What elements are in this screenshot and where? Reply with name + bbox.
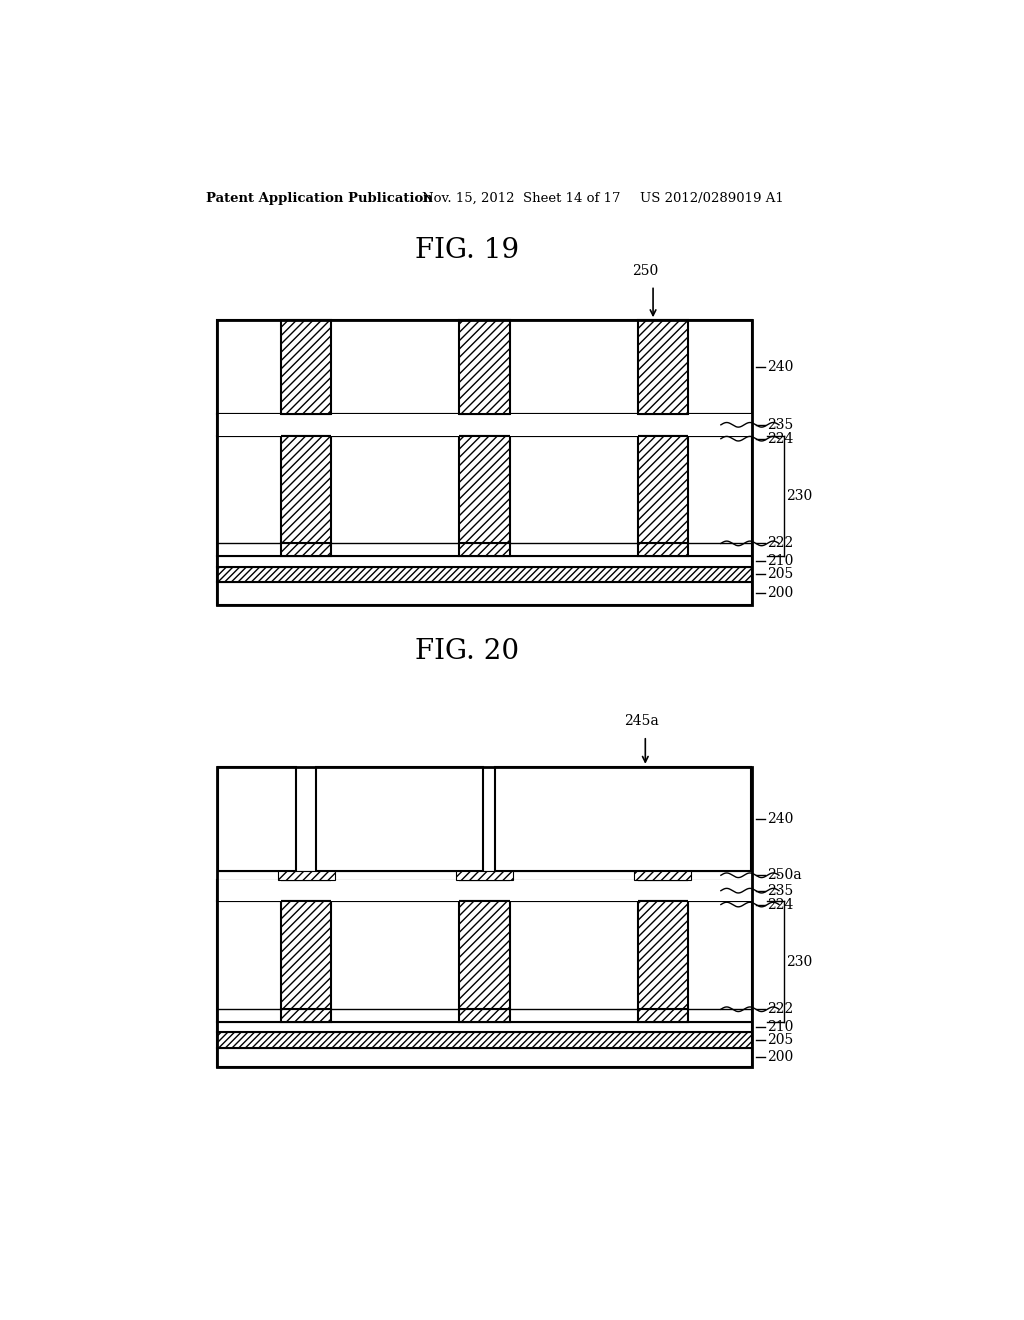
- Bar: [316, 767, 483, 871]
- Bar: [281, 902, 332, 1010]
- Text: 224: 224: [767, 432, 794, 446]
- Bar: [281, 321, 332, 414]
- Text: FIG. 20: FIG. 20: [415, 638, 519, 665]
- Bar: [217, 436, 752, 557]
- Bar: [281, 1010, 332, 1022]
- Bar: [217, 414, 281, 436]
- Text: 235: 235: [767, 418, 794, 432]
- Bar: [460, 902, 510, 1010]
- Bar: [635, 871, 691, 880]
- Text: 222: 222: [767, 1002, 794, 1016]
- Bar: [460, 1010, 510, 1022]
- Bar: [460, 544, 510, 557]
- Bar: [217, 767, 752, 1067]
- Bar: [688, 880, 752, 902]
- Bar: [217, 1032, 752, 1048]
- Bar: [217, 566, 752, 582]
- Text: US 2012/0289019 A1: US 2012/0289019 A1: [640, 191, 783, 205]
- Text: 205: 205: [767, 1034, 794, 1047]
- Bar: [217, 321, 752, 414]
- Text: 250a: 250a: [767, 869, 802, 882]
- Bar: [460, 436, 510, 544]
- Bar: [638, 436, 688, 544]
- Bar: [638, 321, 688, 414]
- Bar: [281, 436, 332, 544]
- Text: 230: 230: [786, 488, 812, 503]
- Bar: [217, 414, 752, 436]
- Text: 200: 200: [767, 586, 794, 601]
- Text: Patent Application Publication: Patent Application Publication: [206, 191, 432, 205]
- Bar: [638, 1010, 688, 1022]
- Bar: [218, 767, 296, 871]
- Text: 210: 210: [767, 1020, 794, 1035]
- Bar: [510, 414, 638, 436]
- Bar: [217, 321, 752, 605]
- Bar: [217, 902, 752, 1022]
- Text: 205: 205: [767, 568, 794, 581]
- Text: 210: 210: [767, 554, 794, 569]
- Text: 245a: 245a: [624, 714, 658, 729]
- Text: 250: 250: [632, 264, 658, 277]
- Text: 222: 222: [767, 536, 794, 550]
- Bar: [332, 414, 460, 436]
- Bar: [217, 880, 281, 902]
- Bar: [638, 902, 688, 1010]
- Bar: [460, 321, 510, 414]
- Bar: [688, 414, 752, 436]
- Bar: [278, 871, 335, 880]
- Bar: [217, 871, 752, 880]
- Bar: [281, 544, 332, 557]
- Text: 240: 240: [767, 360, 794, 374]
- Bar: [217, 582, 752, 605]
- Text: Nov. 15, 2012  Sheet 14 of 17: Nov. 15, 2012 Sheet 14 of 17: [423, 191, 621, 205]
- Bar: [638, 544, 688, 557]
- Text: 235: 235: [767, 883, 794, 898]
- Bar: [510, 880, 638, 902]
- Text: 240: 240: [767, 812, 794, 826]
- Bar: [457, 871, 513, 880]
- Text: 224: 224: [767, 898, 794, 912]
- Bar: [217, 1048, 752, 1067]
- Bar: [332, 880, 460, 902]
- Text: FIG. 19: FIG. 19: [415, 238, 519, 264]
- Bar: [217, 1022, 752, 1032]
- Bar: [495, 767, 751, 871]
- Text: 230: 230: [786, 954, 812, 969]
- Bar: [217, 557, 752, 566]
- Bar: [217, 880, 752, 902]
- Text: 200: 200: [767, 1051, 794, 1064]
